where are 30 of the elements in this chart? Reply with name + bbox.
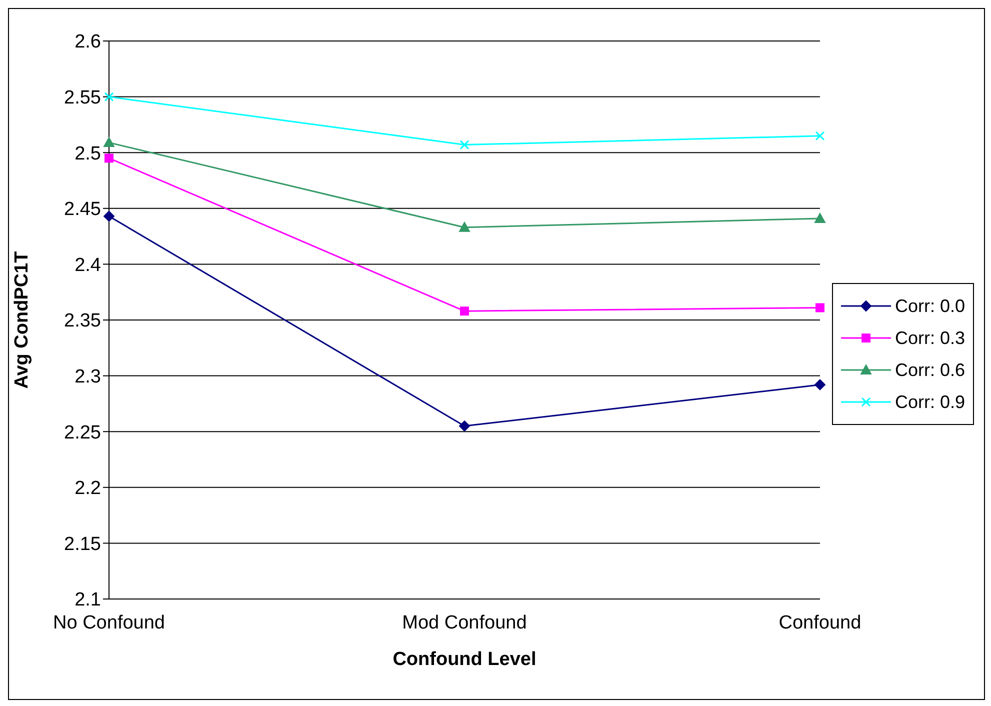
point — [458, 222, 470, 232]
y-tick-label: 2.35 — [64, 310, 101, 332]
y-tick-label: 2.1 — [74, 590, 101, 611]
y-tick-label: 2.4 — [74, 254, 102, 276]
legend-label: Corr: 0.3 — [894, 328, 965, 348]
x-axis-title: Confound Level — [392, 649, 536, 670]
y-tick-label: 2.25 — [64, 422, 101, 444]
point — [815, 131, 825, 141]
point — [460, 306, 469, 316]
y-tick-label: 2.45 — [64, 199, 101, 220]
point — [104, 137, 114, 148]
legend-label: Corr: 0.0 — [894, 296, 965, 316]
y-tick-label: 2.6 — [74, 32, 101, 53]
legend-label: Corr: 0.9 — [894, 392, 965, 412]
x-tick-label: Confound — [778, 612, 862, 634]
point — [460, 140, 470, 150]
point — [104, 210, 114, 222]
point — [814, 379, 826, 390]
y-tick-label: 2.3 — [74, 366, 101, 388]
y-tick-label: 2.5 — [74, 143, 101, 164]
y-tick-label: 2.55 — [64, 88, 101, 109]
x-tick-label: Mod Confound — [402, 612, 527, 634]
point — [815, 303, 824, 312]
y-tick-label: 2.2 — [74, 478, 101, 500]
y-axis-title: Avg CondPC1T — [12, 250, 33, 389]
y-tick-label: 2.15 — [64, 534, 101, 555]
x-tick-label: No Confound — [53, 612, 165, 634]
point — [458, 420, 470, 432]
point — [814, 212, 826, 223]
legend-label: Corr: 0.6 — [894, 360, 965, 380]
